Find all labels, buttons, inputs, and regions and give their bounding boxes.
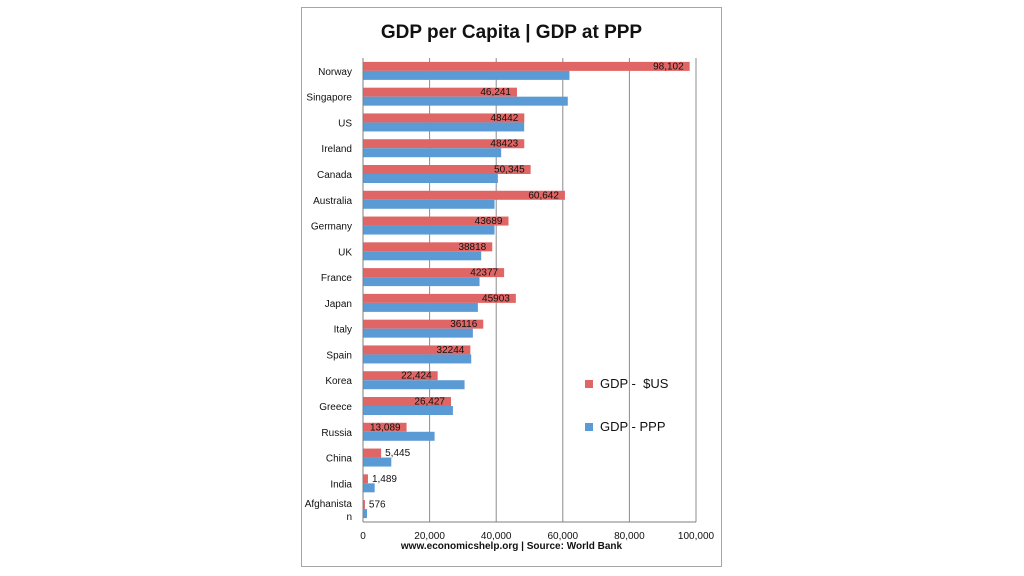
x-tick-label-1: 20,000 (414, 531, 445, 542)
data-label-us-italy: 36116 (450, 319, 478, 330)
bar-us-greece (363, 397, 452, 406)
bar-us-korea (363, 371, 438, 381)
bar-us-singapore (363, 87, 517, 97)
category-label-greece: Greece (319, 402, 352, 413)
data-label-us-greece: 26,427 (414, 397, 445, 408)
data-label-us-us: 48442 (490, 113, 518, 124)
bar-us-australia (363, 190, 565, 200)
data-label-us-russia: 13,089 (370, 422, 401, 433)
bar-us-canada (363, 165, 531, 174)
bar-ppp-us (363, 122, 525, 132)
bar-us-italy (363, 319, 484, 329)
legend-swatch-us (585, 379, 593, 388)
bar-ppp-canada (363, 174, 498, 183)
data-label-us-uk: 38818 (458, 242, 486, 253)
bar-ppp-italy (363, 328, 473, 338)
bar-ppp-china (363, 457, 392, 467)
x-tick-label-0: 0 (360, 531, 366, 542)
data-label-us-japan: 45903 (482, 293, 510, 304)
bar-ppp-korea (363, 380, 465, 390)
bar-us-spain (363, 345, 471, 355)
bar-ppp-norway (363, 70, 570, 80)
category-label-us: US (338, 118, 352, 129)
bar-us-ireland (363, 139, 525, 149)
bar-us-germany (363, 216, 509, 226)
data-label-us-ireland: 48423 (490, 139, 518, 150)
category-label-australia: Australia (313, 196, 352, 207)
bar-ppp-spain (363, 354, 472, 364)
chart-frame: GDP per Capita | GDP at PPP Norway Singap… (301, 7, 722, 567)
data-label-us-korea: 22,424 (401, 371, 432, 382)
bar-us-afghanistan (363, 500, 365, 510)
chart-title: GDP per Capita | GDP at PPP (380, 22, 643, 43)
data-label-us-france: 42377 (470, 268, 498, 279)
legend-swatch-ppp (585, 422, 593, 431)
bar-us-india (363, 474, 368, 484)
category-label-italy: Italy (334, 325, 352, 336)
data-label-us-germany: 43689 (475, 216, 503, 227)
x-tick-label-4: 80,000 (614, 531, 645, 542)
bar-us-china (363, 448, 382, 458)
category-label-norway: Norway (318, 67, 352, 78)
source-note: www.economicshelp.org | Source: World Ba… (400, 541, 623, 552)
bar-ppp-russia (363, 431, 435, 441)
data-label-us-afghanistan: 576 (369, 500, 386, 511)
category-label-india: India (330, 479, 352, 490)
legend-item-us: GDP - $US (585, 376, 668, 391)
category-label-spain: Spain (326, 350, 352, 361)
bar-ppp-afghanistan (363, 509, 367, 519)
bar-ppp-greece (363, 406, 453, 415)
legend-label-ppp: GDP - PPP (600, 419, 666, 434)
legend-item-ppp: GDP - PPP (585, 419, 666, 434)
category-label-japan: Japan (325, 299, 352, 310)
legend-label-us: GDP - $US (600, 376, 669, 391)
category-label-uk: UK (338, 247, 352, 258)
bar-ppp-ireland (363, 148, 502, 158)
bar-us-france (363, 268, 505, 278)
bar-ppp-australia (363, 199, 495, 209)
x-tick-label-5: 100,000 (678, 531, 715, 542)
plot-area: Norway Singapore US Ireland Canada Australia G… (305, 58, 715, 542)
data-label-us-canada: 50,345 (494, 165, 525, 176)
data-label-us-india: 1,489 (372, 474, 397, 485)
data-label-us-spain: 32244 (437, 345, 465, 356)
bar-us-uk (363, 242, 493, 252)
bar-us-norway (363, 61, 690, 71)
category-label-singapore: Singapore (306, 93, 352, 104)
bar-ppp-japan (363, 302, 478, 312)
category-label-ireland: Ireland (321, 144, 352, 155)
bar-us-russia (363, 422, 407, 432)
category-label-germany: Germany (311, 222, 352, 233)
category-label-china: China (326, 454, 353, 465)
category-label-korea: Korea (325, 376, 352, 387)
bar-us-us (363, 113, 525, 123)
bar-ppp-france (363, 277, 480, 287)
bar-us-japan (363, 293, 516, 303)
category-label-russia: Russia (321, 428, 352, 439)
bar-ppp-singapore (363, 96, 568, 106)
category-label-france: France (321, 273, 353, 284)
data-label-us-norway: 98,102 (653, 61, 684, 72)
x-tick-label-3: 60,000 (548, 531, 579, 542)
data-label-us-australia: 60,642 (528, 190, 559, 201)
bar-ppp-uk (363, 251, 482, 261)
x-tick-label-2: 40,000 (481, 531, 512, 542)
category-label-canada: Canada (317, 170, 352, 181)
bar-ppp-india (363, 483, 375, 493)
data-label-us-singapore: 46,241 (480, 87, 511, 98)
bar-ppp-germany (363, 225, 495, 235)
category-label-afghanistan: Afghanista n (305, 499, 353, 523)
data-label-us-china: 5,445 (385, 448, 410, 459)
